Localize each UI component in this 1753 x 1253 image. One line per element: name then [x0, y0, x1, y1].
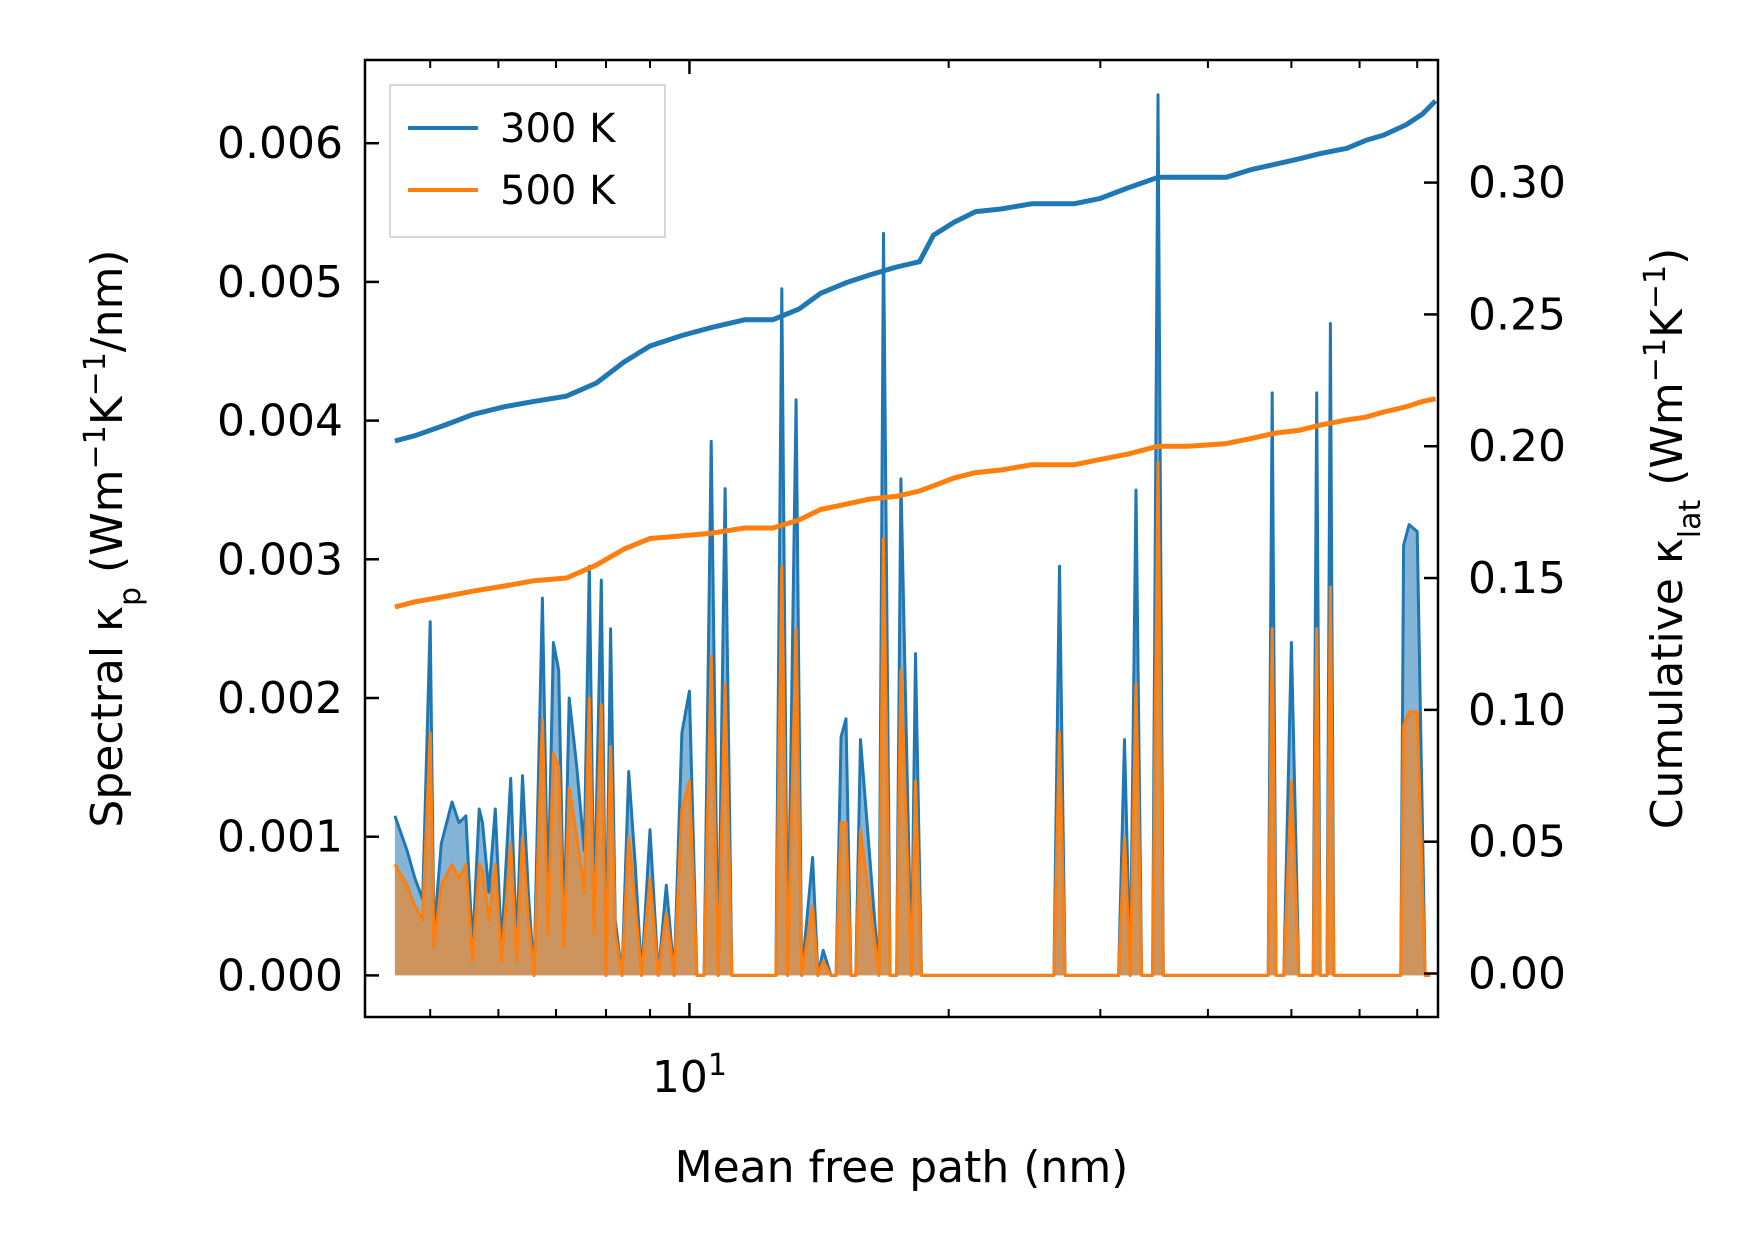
- right-tick-label: 0.30: [1468, 158, 1566, 209]
- legend-label-300k: 300 K: [500, 106, 617, 152]
- right-tick-label: 0.05: [1468, 817, 1566, 868]
- left-tick-label: 0.001: [217, 812, 343, 863]
- right-tick-label: 0.10: [1468, 685, 1566, 736]
- legend: 300 K 500 K: [389, 84, 666, 238]
- right-tick-label: 0.15: [1468, 553, 1566, 604]
- right-axis-title: Cumulative κlat (Wm−1K−1): [1638, 248, 1708, 830]
- spectral-line-500k: [393, 460, 1431, 977]
- left-axis-title: Spectral κp (Wm−1K−1/nm): [78, 249, 148, 827]
- left-tick-label: 0.002: [217, 673, 343, 724]
- right-axis-title-end: ): [1642, 248, 1693, 265]
- legend-box: [389, 84, 666, 238]
- left-axis-title-sub: p: [113, 587, 148, 606]
- right-axis-title-suffix: (Wm: [1642, 382, 1693, 500]
- right-axis-title-prefix: Cumulative κ: [1642, 538, 1693, 829]
- legend-label-500k: 500 K: [500, 168, 617, 214]
- cumulative-line-500k: [394, 396, 1436, 610]
- axis-ticks: 0.000 0.001 0.002 0.003 0.004 0.005 0.006 0.00 0…: [217, 60, 1566, 1103]
- left-axis-title-sup1: −1: [78, 425, 113, 469]
- plot-frame: [363, 58, 1440, 1019]
- left-axis-title-suffix: (Wm: [82, 469, 133, 587]
- left-axis-title-prefix: Spectral κ: [82, 606, 133, 828]
- cumulative-line-300k: [394, 99, 1438, 444]
- right-tick-label: 0.00: [1468, 949, 1566, 1000]
- right-axis-title-mid: K: [1642, 308, 1693, 338]
- left-tick-label: 0.000: [217, 950, 343, 1001]
- right-axis-title-sup1: −1: [1638, 338, 1673, 382]
- right-tick-label: 0.25: [1468, 289, 1566, 340]
- left-axis-title-sup2: −1: [78, 352, 113, 396]
- x-tick-label: 101: [652, 1048, 727, 1104]
- left-tick-label: 0.006: [217, 118, 343, 169]
- right-axis-title-sub: lat: [1673, 500, 1708, 539]
- left-axis-title-end: /nm): [82, 249, 133, 352]
- spectral-fills: [393, 93, 1431, 977]
- cumulative-lines: [394, 99, 1438, 610]
- right-axis-title-sup2: −1: [1638, 265, 1673, 309]
- left-tick-label: 0.005: [217, 257, 343, 308]
- x-axis-title: Mean free path (nm): [675, 1142, 1129, 1193]
- left-tick-label: 0.003: [217, 534, 343, 585]
- left-axis-title-mid: K: [82, 395, 133, 425]
- left-tick-label: 0.004: [217, 396, 343, 447]
- right-tick-label: 0.20: [1468, 421, 1566, 472]
